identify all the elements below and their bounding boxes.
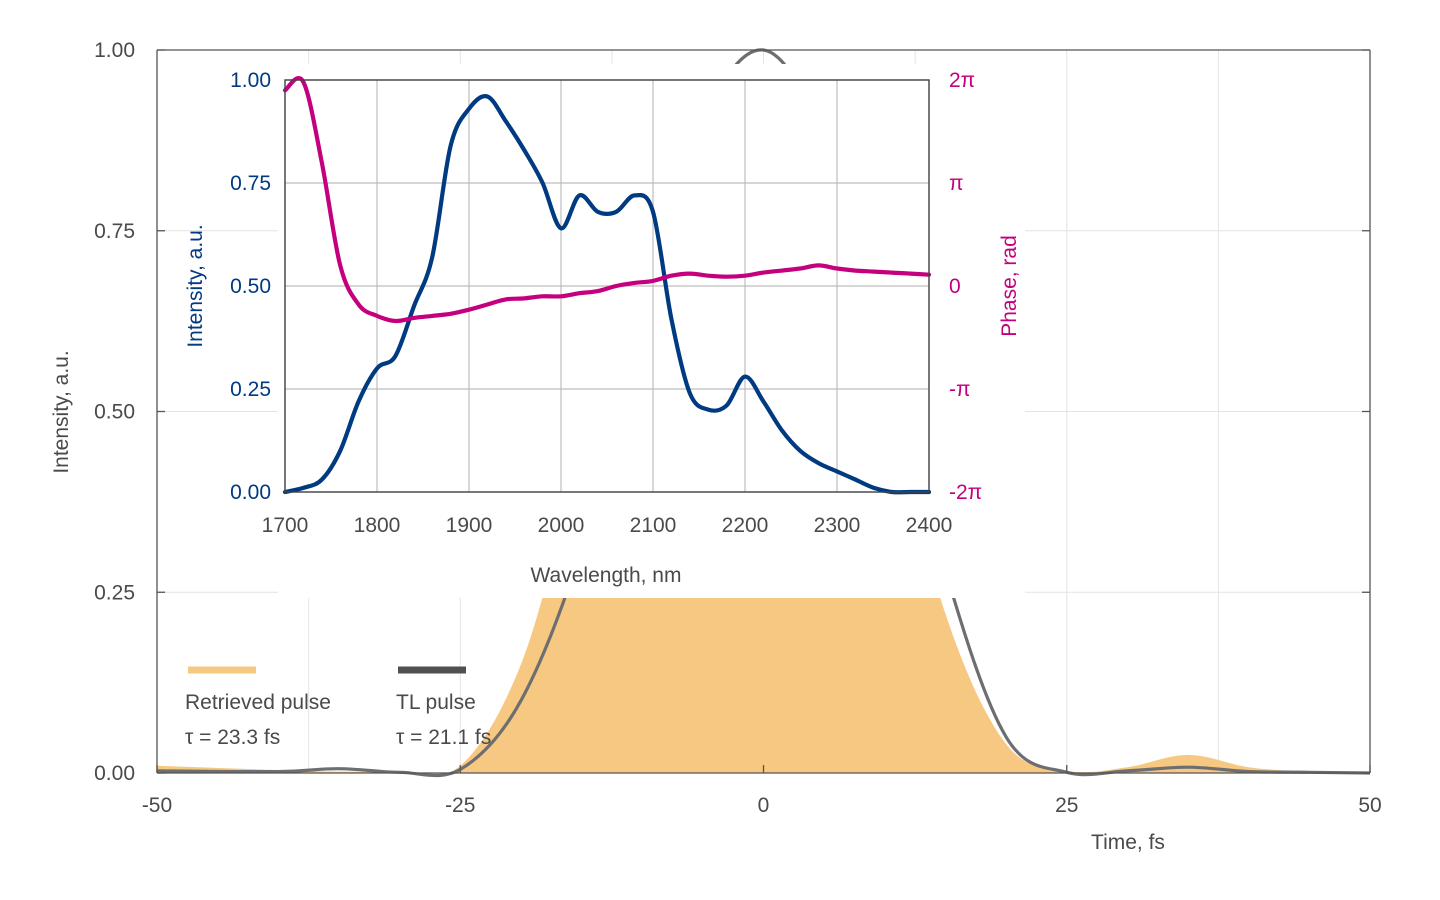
inset-left-tick-label: 1.00 bbox=[230, 69, 271, 92]
main-x-tick-label: -25 bbox=[445, 794, 475, 817]
inset-x-tick-label: 1700 bbox=[262, 514, 309, 537]
main-y-tick-label: 1.00 bbox=[94, 39, 135, 62]
inset-x-axis-title: Wavelength, nm bbox=[531, 564, 682, 587]
main-x-tick-label: 0 bbox=[758, 794, 770, 817]
inset-left-axis-title: Intensity, a.u. bbox=[184, 224, 207, 347]
inset-series bbox=[282, 75, 932, 495]
inset-x-tick-label: 2300 bbox=[814, 514, 861, 537]
inset-left-tick-label: 0.50 bbox=[230, 275, 271, 298]
legend-tau-retrieved: τ = 23.3 fs bbox=[185, 726, 280, 749]
spectrum-intensity-line bbox=[282, 94, 932, 495]
main-x-axis-title: Time, fs bbox=[1091, 831, 1165, 854]
inset-right-tick-label: π bbox=[949, 172, 964, 195]
inset-left-tick-label: 0.75 bbox=[230, 172, 271, 195]
legend-label-retrieved: Retrieved pulse bbox=[185, 691, 331, 714]
main-ticks: 0.00 0.25 0.50 0.75 1.00 -50 -25 0 25 50 bbox=[94, 39, 1382, 817]
tl-pulse-line bbox=[156, 48, 1371, 778]
inset-x-tick-label: 2100 bbox=[630, 514, 677, 537]
main-x-tick-label: 50 bbox=[1358, 794, 1381, 817]
inset-right-tick-label: -π bbox=[949, 378, 970, 401]
inset-right-tick-label: -2π bbox=[949, 481, 982, 504]
inset-backdrop bbox=[278, 64, 1025, 598]
inset-x-tick-label: 2000 bbox=[538, 514, 585, 537]
main-y-tick-label: 0.00 bbox=[94, 762, 135, 785]
main-y-tick-label: 0.50 bbox=[94, 401, 135, 424]
inset-frame bbox=[284, 79, 930, 493]
inset-axes bbox=[284, 79, 930, 493]
main-x-tick-label: -50 bbox=[142, 794, 172, 817]
legend: Retrieved pulse τ = 23.3 fs TL pulse τ =… bbox=[185, 666, 491, 749]
main-y-tick-label: 0.25 bbox=[94, 581, 135, 604]
main-y-axis-title: Intensity, a.u. bbox=[50, 350, 73, 473]
legend-tau-tl: τ = 21.1 fs bbox=[396, 726, 491, 749]
main-x-tick-label: 25 bbox=[1055, 794, 1078, 817]
legend-label-tl: TL pulse bbox=[396, 691, 476, 714]
inset-right-axis-title: Phase, rad bbox=[998, 235, 1021, 337]
inset-right-tick-label: 0 bbox=[949, 275, 961, 298]
inset-ticks: 0.00 0.25 0.50 0.75 1.00 -2π -π 0 π 2π 1700 1800 190… bbox=[230, 69, 982, 537]
inset-left-tick-label: 0.25 bbox=[230, 378, 271, 401]
inset-x-tick-label: 2400 bbox=[906, 514, 953, 537]
phase-line bbox=[282, 75, 932, 324]
main-y-tick-label: 0.75 bbox=[94, 220, 135, 243]
inset-x-tick-label: 1900 bbox=[446, 514, 493, 537]
inset-x-tick-label: 2200 bbox=[722, 514, 769, 537]
inset-right-tick-label: 2π bbox=[949, 69, 975, 92]
inset-left-tick-label: 0.00 bbox=[230, 481, 271, 504]
inset-x-tick-label: 1800 bbox=[354, 514, 401, 537]
